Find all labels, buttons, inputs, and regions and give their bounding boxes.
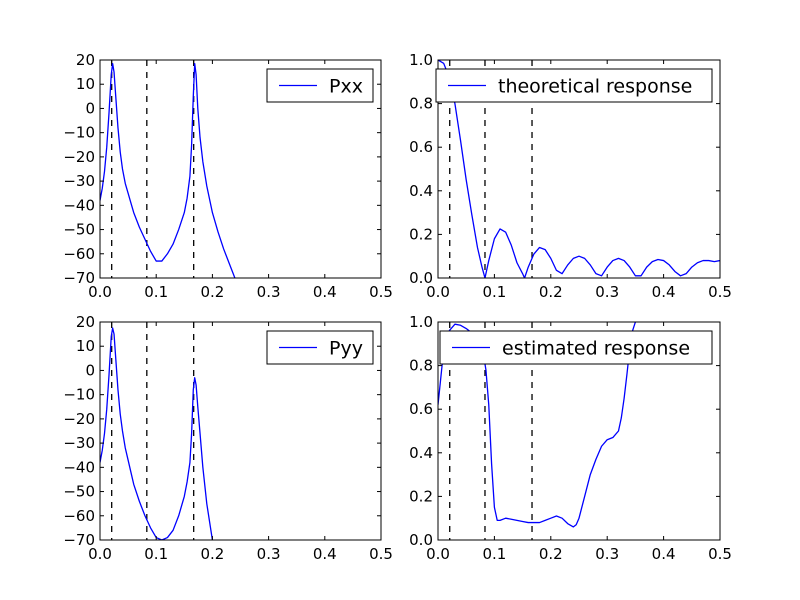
chart-theoretical-xtick-label-3: 0.3 — [595, 283, 619, 301]
chart-pyy-ytick-label-1: 10 — [76, 337, 95, 355]
chart-pxx-xtick-label-5: 0.5 — [369, 283, 393, 301]
chart-pxx-ytick-label-7: −50 — [63, 221, 95, 239]
chart-pxx-frame — [99, 59, 382, 279]
chart-pyy-ytick-label-7: −50 — [63, 483, 95, 501]
chart-estimated-ytick-label-0: 0.0 — [409, 531, 433, 549]
chart-pxx-ytick-label-8: −60 — [63, 245, 95, 263]
chart-theoretical-ytick-label-2: 0.4 — [409, 182, 433, 200]
chart-pyy-ytick-label-8: −60 — [63, 507, 95, 525]
chart-estimated-xtick-label-1: 0.1 — [482, 545, 506, 563]
chart-pyy-legend: Pyy — [266, 330, 374, 365]
chart-pxx-legend-label-0: Pxx — [329, 76, 363, 98]
chart-pyy-xtick-label-3: 0.3 — [257, 545, 281, 563]
chart-pyy-frame — [99, 321, 382, 541]
chart-pyy-ytick-label-9: −70 — [63, 531, 95, 549]
chart-theoretical-legend: theoretical response — [435, 68, 713, 103]
chart-estimated-ytick-label-3: 0.6 — [409, 400, 433, 418]
chart-pyy-legend-label-0: Pyy — [329, 338, 363, 360]
chart-pxx-ytick-label-9: −70 — [63, 269, 95, 287]
chart-pyy: 0.0 0.1 0.2 0.3 0.4 0.5 20 10 0 −10 −20 −30 −40 −50 −6… — [63, 313, 393, 563]
chart-theoretical-xtick-label-0: 0.0 — [426, 283, 450, 301]
chart-pyy-ytick-label-3: −10 — [63, 386, 95, 404]
chart-pxx-xtick-label-0: 0.0 — [88, 283, 112, 301]
chart-pyy-series-line-0 — [100, 327, 214, 540]
chart-theoretical-xtick-label-1: 0.1 — [482, 283, 506, 301]
chart-pyy-xtick-label-5: 0.5 — [369, 545, 393, 563]
chart-pyy-ytick-label-0: 20 — [76, 313, 95, 331]
chart-pxx: 0.0 0.1 0.2 0.3 0.4 0.5 20 10 0 −10 −20 −30 −40 −50 −6… — [63, 51, 393, 301]
chart-theoretical: 0.0 0.1 0.2 0.3 0.4 0.5 0.0 0.2 0.4 0.6 0.8 1.0 theo… — [409, 51, 732, 301]
chart-pxx-legend-box — [266, 68, 374, 103]
chart-estimated-legend-label-0: estimated response — [502, 338, 690, 360]
chart-pxx-ytick-label-2: 0 — [85, 99, 95, 117]
chart-pyy-ytick-label-2: 0 — [85, 361, 95, 379]
chart-pyy-ytick-label-4: −20 — [63, 410, 95, 428]
chart-pxx-series-line-0 — [100, 62, 236, 278]
chart-theoretical-series-line-0 — [438, 60, 720, 278]
chart-pxx-ytick-label-6: −40 — [63, 196, 95, 214]
chart-theoretical-ytick-label-5: 1.0 — [409, 51, 433, 69]
chart-theoretical-ytick-label-3: 0.6 — [409, 138, 433, 156]
chart-pyy-ytick-label-6: −40 — [63, 458, 95, 476]
chart-estimated-ytick-label-5: 1.0 — [409, 313, 433, 331]
chart-pxx-ytick-label-4: −20 — [63, 148, 95, 166]
chart-theoretical-frame — [437, 59, 721, 279]
chart-pxx-ytick-label-0: 20 — [76, 51, 95, 69]
chart-estimated-xtick-label-5: 0.5 — [708, 545, 732, 563]
chart-estimated-xtick-label-3: 0.3 — [595, 545, 619, 563]
chart-pxx-xtick-label-3: 0.3 — [257, 283, 281, 301]
chart-theoretical-xtick-label-5: 0.5 — [708, 283, 732, 301]
chart-pxx-xtick-label-4: 0.4 — [313, 283, 337, 301]
chart-theoretical-legend-label-0: theoretical response — [498, 76, 692, 98]
chart-estimated-ytick-label-4: 0.8 — [409, 357, 433, 375]
chart-estimated-frame — [437, 321, 721, 541]
chart-estimated-ytick-label-2: 0.4 — [409, 444, 433, 462]
chart-pxx-legend: Pxx — [266, 68, 374, 103]
chart-pyy-xtick-label-4: 0.4 — [313, 545, 337, 563]
chart-theoretical-ytick-label-4: 0.8 — [409, 95, 433, 113]
chart-estimated-xtick-label-0: 0.0 — [426, 545, 450, 563]
chart-theoretical-xtick-label-4: 0.4 — [652, 283, 676, 301]
chart-pyy-ytick-label-5: −30 — [63, 434, 95, 452]
chart-estimated-legend: estimated response — [439, 330, 713, 365]
chart-theoretical-xtick-label-2: 0.2 — [539, 283, 563, 301]
chart-pxx-xtick-label-1: 0.1 — [144, 283, 168, 301]
chart-pxx-ytick-label-3: −10 — [63, 124, 95, 142]
chart-pxx-ytick-label-5: −30 — [63, 172, 95, 190]
chart-estimated-xtick-label-4: 0.4 — [652, 545, 676, 563]
chart-theoretical-ytick-label-1: 0.2 — [409, 225, 433, 243]
chart-pxx-xtick-label-2: 0.2 — [200, 283, 224, 301]
chart-estimated-ytick-label-1: 0.2 — [409, 487, 433, 505]
chart-pxx-ytick-label-1: 10 — [76, 75, 95, 93]
chart-pyy-xtick-label-2: 0.2 — [200, 545, 224, 563]
chart-theoretical-ytick-label-0: 0.0 — [409, 269, 433, 287]
chart-estimated: 0.0 0.1 0.2 0.3 0.4 0.5 0.0 0.2 0.4 0.6 0.8 1.0 esti… — [409, 313, 732, 563]
chart-pyy-xtick-label-1: 0.1 — [144, 545, 168, 563]
chart-estimated-xtick-label-2: 0.2 — [539, 545, 563, 563]
chart-pyy-xtick-label-0: 0.0 — [88, 545, 112, 563]
